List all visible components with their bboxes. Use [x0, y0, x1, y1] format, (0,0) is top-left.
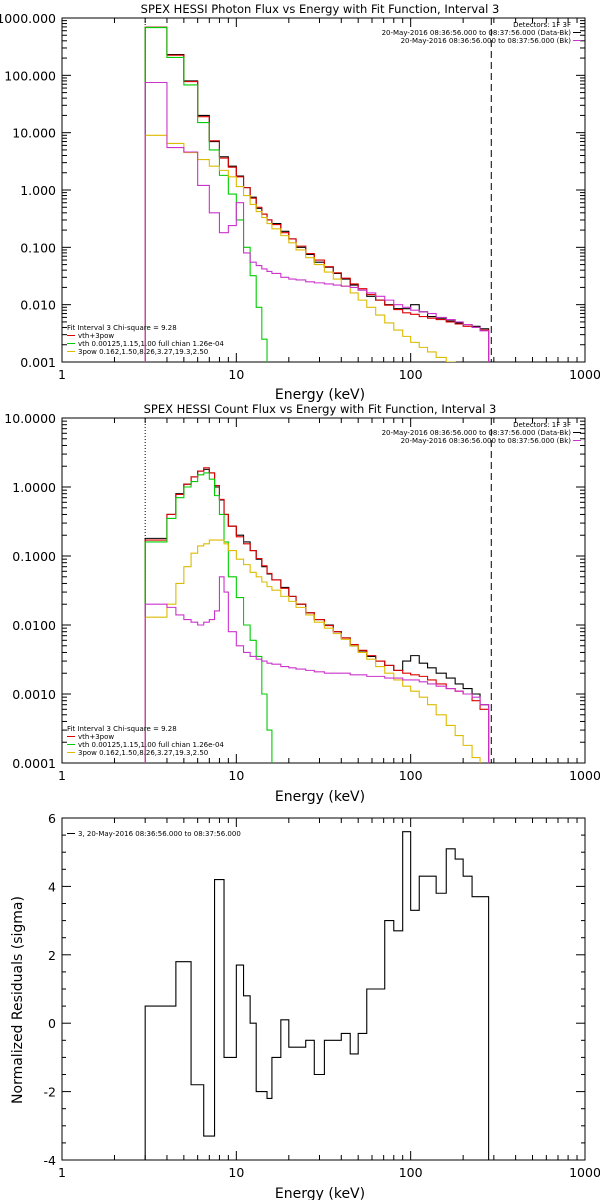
y-tick-label: 6: [48, 811, 56, 826]
y-tick-label: 0.100: [20, 240, 56, 255]
y-tick-label: 0.0100: [12, 618, 56, 633]
x-tick-label: 10: [228, 1165, 244, 1180]
x-tick-label: 100: [399, 1165, 423, 1180]
legend-right-entry: 20-May-2016 08:36:56.000 to 08:37:56.000…: [382, 29, 572, 37]
legend-left-entry: vth+3pow: [78, 332, 114, 340]
count-flux-xlabel: Energy (keV): [275, 789, 365, 805]
x-tick-label: 1: [58, 367, 66, 382]
y-tick-label: 0.0001: [12, 756, 56, 771]
legend-left-entry: 3, 20-May-2016 08:36:56.000 to 08:37:56.…: [78, 830, 241, 838]
series-line-vth-3pow: [144, 467, 490, 763]
series-line-bk: [144, 81, 490, 362]
x-tick-label: 1000: [569, 768, 600, 783]
residuals-xlabel: Energy (keV): [275, 1186, 365, 1200]
legend-right-entry: 20-May-2016 08:36:56.000 to 08:37:56.000…: [401, 37, 572, 45]
series-line-3pow: [144, 134, 490, 362]
y-tick-label: 10.0000: [4, 411, 56, 426]
series-line-data-bk: [144, 468, 490, 763]
x-tick-label: 100: [399, 768, 423, 783]
y-tick-label: -2: [44, 1085, 56, 1100]
series-line-vth: [144, 472, 490, 763]
series-line-3pow: [144, 539, 490, 763]
photon-flux-panel: SPEX HESSI Photon Flux vs Energy with Fi…: [0, 2, 600, 403]
plot-frame: [61, 817, 586, 1161]
legend-right-entry: 20-May-2016 08:36:56.000 to 08:37:56.000…: [401, 437, 572, 445]
plot-frame: [61, 417, 586, 764]
x-tick-label: 100: [399, 367, 423, 382]
series-line-bk: [144, 576, 490, 763]
y-tick-label: 4: [48, 879, 56, 894]
y-tick-label: 0.0010: [12, 687, 56, 702]
legend-left-entry: 3pow 0.162,1.50,8.26,3.27,19.3,2.50: [78, 348, 208, 356]
detectors-label: Detectors: 1F 3F: [513, 421, 571, 429]
y-tick-label: 100.000: [4, 68, 56, 83]
x-tick-label: 1: [58, 768, 66, 783]
y-tick-label: -4: [44, 1153, 57, 1168]
y-tick-label: 0.010: [20, 298, 56, 313]
series-line-vth: [144, 27, 490, 362]
legend-left-entry: 3pow 0.162,1.50,8.26,3.27,19.3,2.50: [78, 749, 208, 757]
fit-legend-title: Fit Interval 3 Chi-square = 9.28: [67, 324, 177, 332]
x-tick-label: 1000: [569, 1165, 600, 1180]
series-line-data-bk: [144, 26, 490, 362]
count-flux-title: SPEX HESSI Count Flux vs Energy with Fit…: [144, 402, 497, 416]
detectors-label: Detectors: 1F 3F: [513, 21, 571, 29]
legend-left-entry: vth+3pow: [78, 733, 114, 741]
y-tick-label: 1000.000: [0, 11, 56, 26]
residuals-panel: Energy (keV) Normalized Residuals (sigma…: [10, 811, 600, 1200]
photon-flux-xlabel: Energy (keV): [275, 387, 365, 403]
photon-flux-title: SPEX HESSI Photon Flux vs Energy with Fi…: [141, 2, 500, 16]
series-line-vth-3pow: [144, 26, 490, 362]
count-flux-panel: SPEX HESSI Count Flux vs Energy with Fit…: [4, 402, 600, 805]
legend-left-entry: vth 0.00125,1.15,1.00 full chian 1.26e-0…: [78, 741, 224, 749]
y-tick-label: 2: [48, 948, 56, 963]
y-tick-label: 1.0000: [12, 480, 56, 495]
y-tick-label: 0.1000: [12, 549, 56, 564]
legend-left-entry: vth 0.00125,1.15,1.00 full chian 1.26e-0…: [78, 340, 224, 348]
x-tick-label: 10: [228, 768, 244, 783]
x-tick-label: 10: [228, 367, 244, 382]
x-tick-label: 1: [58, 1165, 66, 1180]
series-line-residuals: [144, 831, 490, 1160]
plot-frame: [61, 17, 586, 363]
legend-right-entry: 20-May-2016 08:36:56.000 to 08:37:56.000…: [382, 429, 572, 437]
y-tick-label: 1.000: [20, 183, 56, 198]
y-tick-label: 10.000: [12, 126, 56, 141]
y-tick-label: 0.001: [20, 355, 56, 370]
y-tick-label: 0: [48, 1016, 56, 1031]
x-tick-label: 1000: [569, 367, 600, 382]
fit-legend-title: Fit Interval 3 Chi-square = 9.28: [67, 725, 177, 733]
residuals-ylabel: Normalized Residuals (sigma): [10, 896, 26, 1104]
